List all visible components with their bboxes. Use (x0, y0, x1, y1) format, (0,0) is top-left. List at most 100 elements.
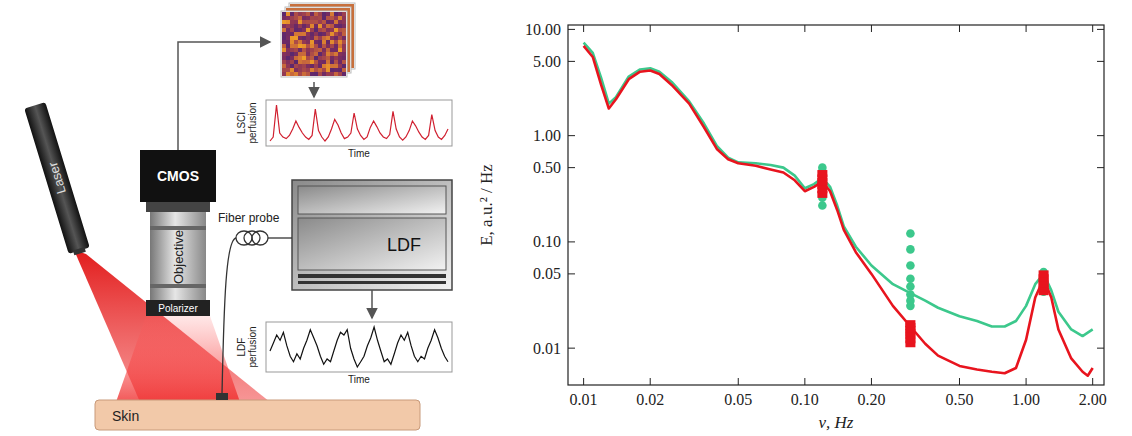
speckle-cell (322, 60, 326, 64)
speckle-cell (310, 24, 314, 28)
speckle-cell (322, 20, 326, 24)
speckle-cell (310, 48, 314, 52)
speckle-cell (342, 52, 346, 56)
signal-inset: LSCIperfusionTime (236, 100, 453, 159)
speckle-cell (330, 64, 334, 68)
speckle-cell (326, 56, 330, 60)
speckle-cell (294, 44, 298, 48)
speckle-cell (330, 16, 334, 20)
y-tick (568, 167, 575, 168)
ldf-panel (298, 218, 446, 270)
ldf-stripe (298, 281, 446, 284)
speckle-cell (298, 20, 302, 24)
perfusion-signal (270, 327, 448, 367)
speckle-cell (314, 60, 318, 64)
speckle-cell (330, 32, 334, 36)
x-tick (1092, 378, 1093, 385)
speckle-frame (285, 7, 351, 73)
speckle-cell (314, 24, 318, 28)
speckle-cell (330, 56, 334, 60)
speckle-cell (294, 56, 298, 60)
ldf-panel (298, 186, 446, 214)
y-tick (568, 348, 575, 349)
x-tick (871, 378, 872, 385)
speckle-cell (326, 12, 330, 16)
speckle-cell (330, 52, 334, 56)
speckle-cell (306, 40, 310, 44)
y-tick-label: 0.10 (533, 233, 561, 250)
speckle-cell (326, 16, 330, 20)
speckle-cell (294, 40, 298, 44)
objective-ring (146, 202, 210, 212)
speckle-cell (334, 40, 338, 44)
skin-label: Skin (112, 408, 139, 424)
speckle-cell (330, 72, 334, 76)
polarizer (146, 300, 210, 316)
speckle-cell (338, 48, 342, 52)
speckle-cell (290, 68, 294, 72)
speckle-cell (342, 16, 346, 20)
speckle-cell (334, 72, 338, 76)
x-tick-label: 0.10 (791, 391, 819, 408)
speckle-cell (334, 68, 338, 72)
speckle-cell (334, 52, 338, 56)
y-tick (568, 135, 575, 136)
y-tick (1097, 135, 1104, 136)
y-tick-label: 0.50 (533, 159, 561, 176)
speckle-cell (286, 36, 290, 40)
speckle-cell (330, 36, 334, 40)
speckle-cell (330, 44, 334, 48)
speckle-cell (314, 72, 318, 76)
speckle-cell (286, 32, 290, 36)
speckle-cell (282, 52, 286, 56)
speckle-cell (326, 44, 330, 48)
speckle-cell (314, 16, 318, 20)
speckle-cell (298, 40, 302, 44)
ldf-label: LDF (387, 235, 421, 255)
speckle-cell (314, 48, 318, 52)
x-tick-label: 0.05 (724, 391, 752, 408)
speckle-cell (310, 60, 314, 64)
x-tick-label: 1.00 (1012, 391, 1040, 408)
speckle-cell (314, 44, 318, 48)
speckle-cell (294, 28, 298, 32)
x-tick (959, 378, 960, 385)
x-tick (650, 25, 651, 32)
speckle-cell (310, 20, 314, 24)
speckle-cell (334, 56, 338, 60)
speckle-cell (290, 44, 294, 48)
speckle-cell (294, 32, 298, 36)
speckle-cell (302, 48, 306, 52)
speckle-cell (334, 32, 338, 36)
speckle-cell (282, 60, 286, 64)
speckle-image (289, 3, 355, 69)
speckle-cell (330, 60, 334, 64)
speckle-cell (306, 32, 310, 36)
speckle-cell (306, 56, 310, 60)
speckle-cell (342, 32, 346, 36)
x-tick (1092, 25, 1093, 32)
speckle-cell (310, 68, 314, 72)
y-tick (568, 273, 575, 274)
speckle-cell (286, 60, 290, 64)
speckle-cell (294, 48, 298, 52)
speckle-cell (314, 28, 318, 32)
speckle-cell (286, 48, 290, 52)
speckle-cell (326, 20, 330, 24)
speckle-cell (298, 48, 302, 52)
speckle-cell (334, 64, 338, 68)
ldf-device (292, 180, 452, 290)
speckle-cell (282, 16, 286, 20)
speckle-cell (342, 72, 346, 76)
fiber-coil (252, 231, 268, 245)
speckle-cell (286, 44, 290, 48)
speckle-cell (318, 20, 322, 24)
speckle-cell (294, 68, 298, 72)
speckle-cell (294, 36, 298, 40)
speckle-cell (286, 56, 290, 60)
data-point (906, 245, 915, 254)
y-tick (1097, 273, 1104, 274)
data-point (906, 229, 915, 238)
speckle-cell (286, 24, 290, 28)
spectrum-line (584, 46, 1093, 376)
